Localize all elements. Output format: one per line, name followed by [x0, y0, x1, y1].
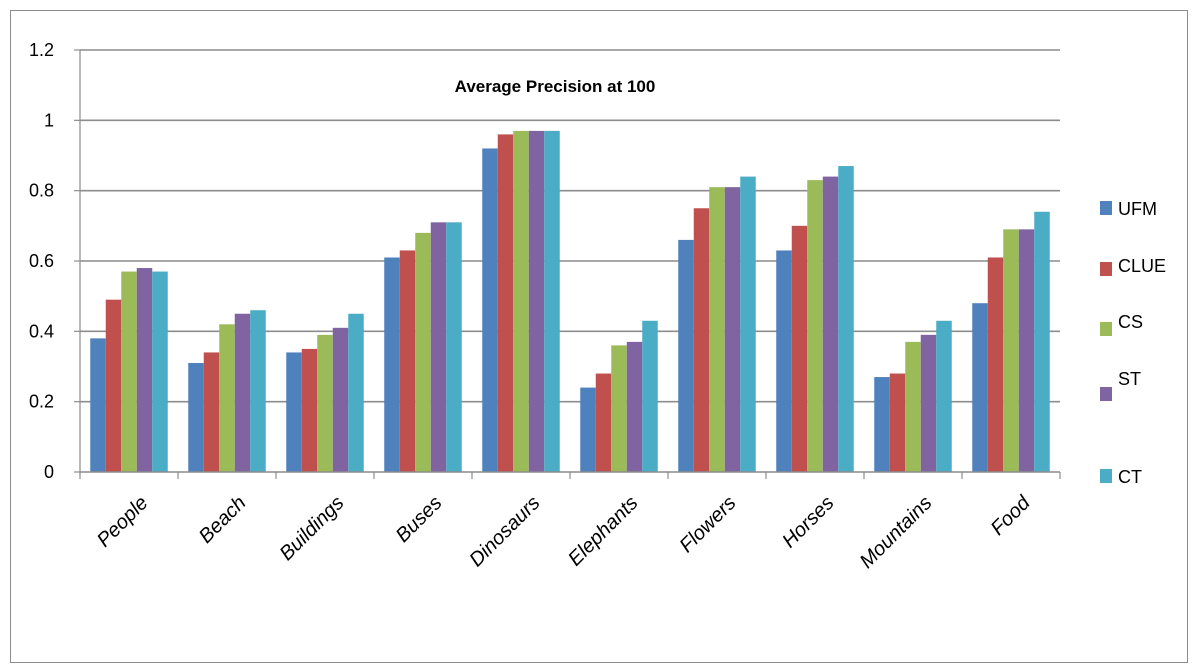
bar-ct-people — [152, 271, 168, 472]
bar-ct-food — [1034, 211, 1050, 472]
y-tick-label: 0 — [44, 462, 54, 482]
bar-ct-elephants — [642, 320, 658, 472]
bar-ufm-flowers — [678, 239, 694, 472]
x-tick-label: Beach — [195, 492, 251, 548]
y-tick-label: 0.8 — [29, 181, 54, 201]
bar-clue-beach — [203, 352, 220, 472]
bar-cs-horses — [807, 180, 823, 472]
bar-ufm-horses — [776, 250, 792, 472]
bar-st-flowers — [724, 187, 741, 472]
bar-ufm-dinosaurs — [482, 148, 498, 472]
bar-clue-horses — [791, 225, 808, 472]
bar-ufm-people — [90, 338, 106, 472]
bar-ufm-buses — [384, 257, 400, 472]
bar-st-elephants — [626, 341, 643, 472]
x-tick-label: Buildings — [276, 492, 349, 565]
x-tick-label: Mountains — [856, 492, 937, 573]
legend-swatch-st — [1100, 387, 1112, 401]
legend-label-clue: CLUE — [1118, 256, 1166, 276]
chart-title: Average Precision at 100 — [455, 77, 656, 96]
bar-cs-flowers — [709, 187, 725, 472]
bar-cs-buses — [415, 232, 431, 472]
bar-clue-people — [105, 299, 122, 472]
bar-ufm-beach — [188, 362, 204, 472]
y-tick-label: 1 — [44, 110, 54, 130]
x-tick-label: Food — [987, 491, 1035, 539]
x-tick-label: Horses — [778, 492, 838, 552]
bar-st-dinosaurs — [528, 130, 545, 472]
bar-clue-mountains — [889, 373, 906, 472]
legend-label-cs: CS — [1118, 312, 1143, 332]
y-tick-label: 1.2 — [29, 40, 54, 60]
y-tick-label: 0.2 — [29, 392, 54, 412]
bar-ct-flowers — [740, 176, 756, 472]
x-tick-label: Buses — [392, 492, 447, 547]
y-tick-label: 0.6 — [29, 251, 54, 271]
bar-cs-people — [121, 271, 137, 472]
bar-ct-horses — [838, 166, 854, 473]
bar-cs-mountains — [905, 341, 921, 472]
bar-clue-buildings — [301, 348, 318, 472]
bar-st-buses — [430, 222, 447, 472]
bar-clue-buses — [399, 250, 416, 472]
bar-ct-mountains — [936, 320, 952, 472]
x-tick-label: People — [93, 492, 153, 552]
bar-cs-buildings — [317, 334, 333, 472]
bar-clue-flowers — [693, 208, 710, 472]
x-tick-label: Dinosaurs — [465, 492, 544, 571]
bar-ufm-mountains — [874, 377, 890, 472]
bar-st-beach — [234, 313, 251, 472]
bar-st-food — [1018, 229, 1035, 472]
bar-ufm-food — [972, 303, 988, 472]
legend-swatch-ufm — [1100, 201, 1112, 215]
bar-cs-elephants — [611, 345, 627, 472]
bar-cs-food — [1003, 229, 1019, 472]
legend-swatch-cs — [1100, 322, 1112, 336]
bar-ct-buses — [446, 222, 462, 472]
bar-cs-dinosaurs — [513, 130, 529, 472]
bar-ct-beach — [250, 310, 266, 472]
legend-swatch-ct — [1100, 469, 1112, 483]
bar-ufm-elephants — [580, 387, 596, 472]
bar-ct-dinosaurs — [544, 130, 560, 472]
bar-st-buildings — [332, 327, 349, 472]
x-tick-label: Elephants — [564, 492, 642, 570]
bar-clue-dinosaurs — [497, 134, 514, 472]
legend-label-st: ST — [1118, 369, 1141, 389]
legend-swatch-clue — [1100, 262, 1112, 276]
bar-ct-buildings — [348, 313, 364, 472]
x-tick-label: Flowers — [675, 492, 740, 557]
bar-st-people — [136, 268, 153, 472]
bar-clue-food — [987, 257, 1004, 472]
legend-label-ufm: UFM — [1118, 199, 1157, 219]
bar-st-horses — [822, 176, 839, 472]
bar-clue-elephants — [595, 373, 612, 472]
bar-ufm-buildings — [286, 352, 302, 472]
y-tick-label: 0.4 — [29, 321, 54, 341]
bar-st-mountains — [920, 334, 937, 472]
bar-cs-beach — [219, 324, 235, 472]
legend-label-ct: CT — [1118, 467, 1142, 487]
